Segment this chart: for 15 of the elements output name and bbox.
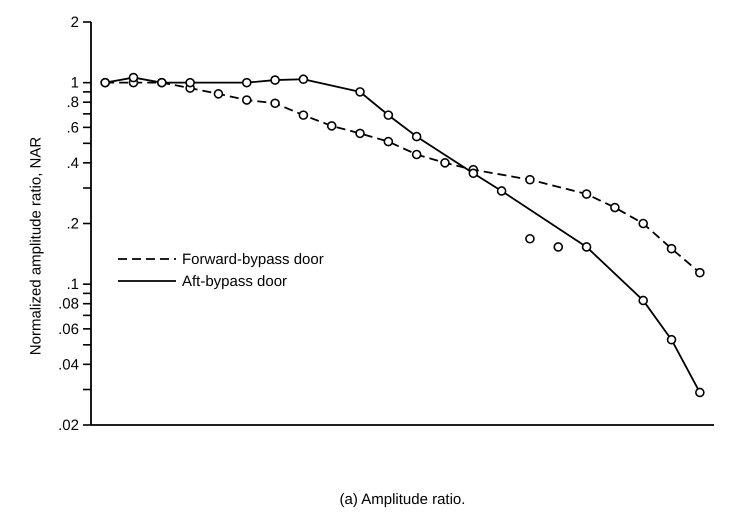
legend-label: Forward-bypass door <box>182 250 324 268</box>
y-tick-label: .2 <box>66 216 79 232</box>
y-tick-label: 2 <box>70 14 79 31</box>
y-axis-title: Normalized amplitude ratio, NAR <box>28 136 44 355</box>
y-tick-label: 1 <box>70 74 79 92</box>
y-tick-label: .8 <box>66 94 79 112</box>
y-tick-label: .04 <box>58 356 79 374</box>
legend-label: Aft-bypass door <box>182 272 288 290</box>
y-tick-label: .02 <box>58 417 79 434</box>
y-tick-label: .08 <box>58 296 79 313</box>
y-tick-label: .06 <box>58 320 79 338</box>
text: (a) Amplitude ratio. <box>340 491 466 508</box>
y-tick-label: .1 <box>66 276 79 294</box>
y-tick-label: .6 <box>66 119 79 136</box>
y-tick-label: .4 <box>66 154 79 172</box>
